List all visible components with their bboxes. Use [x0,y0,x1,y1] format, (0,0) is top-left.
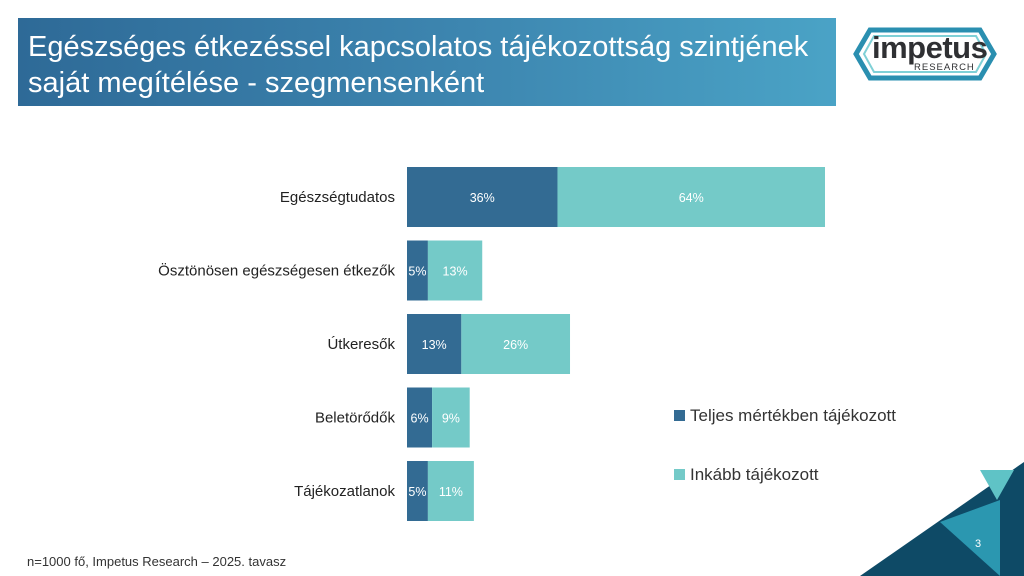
data-label-0-2: 13% [422,338,447,352]
bar-inkabb-4 [427,461,474,521]
deco-teal-triangle [940,500,1000,576]
data-label-1-4: 11% [439,485,463,499]
data-label-1-0: 64% [679,191,704,205]
page-number: 3 [974,538,982,550]
logo-wordmark: impetus [872,30,988,65]
data-label-0-1: 5% [408,265,426,279]
legend-label-0: Teljes mértékben tájékozott [690,406,896,425]
data-label-1-1: 13% [443,265,468,279]
bar-teljes-2 [407,314,462,374]
bar-inkabb-3 [432,387,470,448]
data-label-1-3: 9% [442,412,460,426]
data-label-0-4: 5% [408,485,426,499]
data-label-1-2: 26% [503,338,528,352]
category-label-0: Egészségtudatos [280,189,395,206]
legend: Teljes mértékben tájékozott Inkább tájéko… [674,406,896,484]
bar-teljes-1 [407,240,428,301]
bar-teljes-4 [407,461,428,521]
category-label-2: Útkeresők [327,336,395,353]
legend-swatch-0 [674,410,685,421]
bar-inkabb-1 [427,240,483,301]
title-bar: Egészséges étkezéssel kapcsolatos tájéko… [18,18,836,106]
category-label-4: Tájékozatlanok [294,483,395,500]
footnote: n=1000 fő, Impetus Research – 2025. tava… [27,554,287,569]
bar-inkabb-2 [461,314,571,374]
category-label-3: Beletörődők [315,410,396,427]
bar-inkabb-0 [557,167,825,227]
deco-light-triangle [980,470,1014,500]
legend-label-1: Inkább tájékozott [690,465,819,484]
impetus-logo: impetus RESEARCH [852,26,1002,82]
slide-title-line-1: Egészséges étkezéssel kapcsolatos tájéko… [28,31,809,63]
category-label-1: Ösztönösen egészségesen étkezők [158,262,395,280]
data-label-0-3: 6% [411,412,429,426]
bar-teljes-3 [407,387,433,448]
logo-subtitle: RESEARCH [914,62,975,73]
legend-swatch-1 [674,469,685,480]
bars-group: 36% 64% 5% 13% 13% 26% 6% 9% 5% 11% [407,167,825,521]
logo-hexagon-icon [853,27,997,81]
data-label-0-0: 36% [470,191,495,205]
category-labels: Egészségtudatos Ösztönösen egészségesen é… [158,189,395,500]
corner-decoration [860,462,1024,576]
slide-title-line-2: saját megítélése - szegmensenként [28,67,485,99]
bar-teljes-0 [407,167,558,227]
